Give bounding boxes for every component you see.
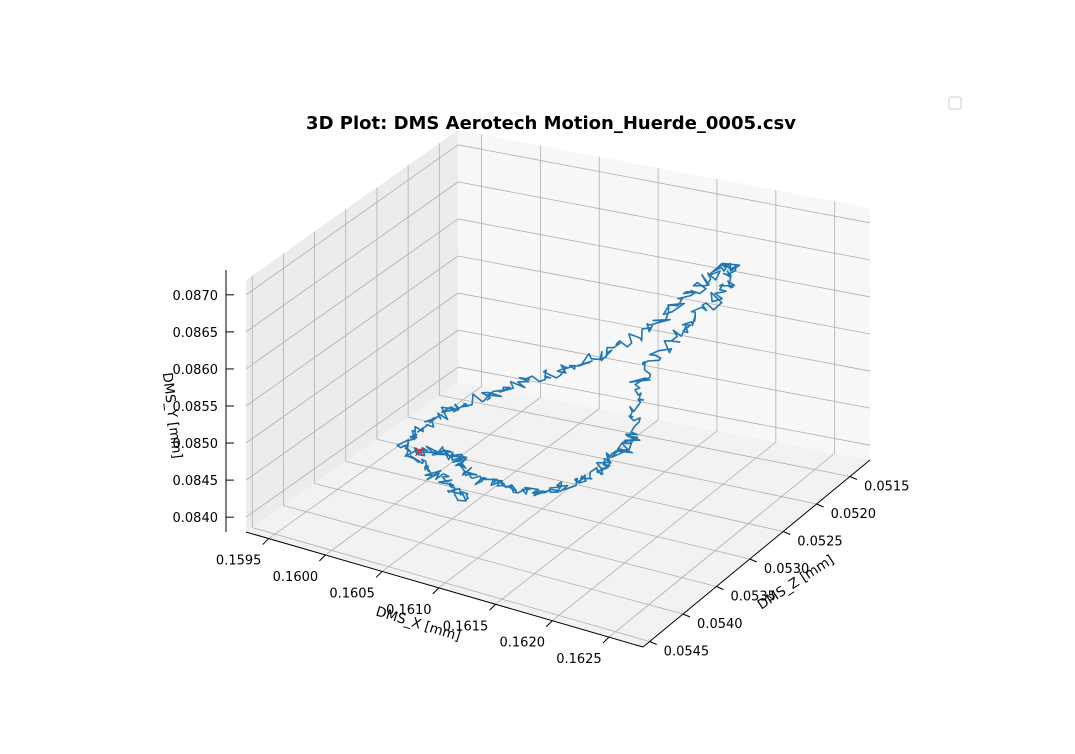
z-tick-label: 0.0515 <box>864 480 910 495</box>
x-grid-line <box>495 430 718 605</box>
z-tick-mark <box>849 476 858 480</box>
tick-labels: 0.1595 0.1600 0.1605 0.1610 0.1615 0.1620 0.16… <box>173 289 910 667</box>
start-marker-stroke <box>415 447 424 457</box>
x-tick-label: 0.1625 <box>556 652 602 667</box>
y-tick-label: 0.0850 <box>173 437 219 452</box>
z-tick-label: 0.0525 <box>797 535 843 550</box>
x-grid-line <box>438 419 659 589</box>
y-grid-line <box>245 292 459 444</box>
y-tick-label: 0.0855 <box>173 400 219 415</box>
z-axis-line <box>642 459 871 648</box>
y-grid-line <box>245 329 459 481</box>
x-axis-line <box>245 531 644 648</box>
y-grid-line <box>457 329 871 409</box>
x-tick-mark <box>545 620 553 628</box>
x-grid-line <box>381 408 600 572</box>
z-grid-line <box>252 527 650 642</box>
z-tick-mark <box>783 531 791 535</box>
z-tick-mark <box>816 503 824 508</box>
x-tick-mark <box>602 636 610 644</box>
y-grid-line <box>245 366 459 518</box>
floor-pane <box>246 382 870 647</box>
y-tick-label: 0.0865 <box>173 326 219 341</box>
y-grid-line <box>457 181 871 261</box>
y-grid-line <box>457 292 871 372</box>
z-grid-line <box>439 394 851 477</box>
z-tick-label: 0.0520 <box>831 507 877 522</box>
z-tick-mark <box>682 613 691 618</box>
x-tick-label: 0.1595 <box>216 554 262 569</box>
z-tick-mark <box>649 641 657 645</box>
x-tick-mark <box>262 538 270 545</box>
x-tick-mark <box>489 603 496 611</box>
y-grid-line <box>457 218 871 298</box>
z-grid-line <box>283 505 684 615</box>
legend-box <box>948 96 962 110</box>
x-tick-label: 0.1600 <box>273 570 319 585</box>
y-axis-label: DMS_Y [mm] <box>159 371 185 459</box>
y-grid-line <box>245 255 459 407</box>
series-line <box>396 262 741 502</box>
x-tick-label: 0.1610 <box>386 603 432 618</box>
y-grid-line <box>457 144 871 224</box>
y-tick-label: 0.0840 <box>173 511 219 526</box>
z-tick-mark <box>716 586 724 590</box>
x-tick-mark <box>375 571 383 578</box>
start-marker <box>415 447 424 457</box>
z-grid-line <box>408 416 817 505</box>
x-tick-label: 0.1620 <box>500 636 546 651</box>
axis-lines <box>225 270 871 648</box>
y-tick-label: 0.0870 <box>173 289 219 304</box>
z-tick-label: 0.0535 <box>730 590 776 605</box>
chart-title: 3D Plot: DMS Aerotech Motion_Huerde_0005… <box>306 113 796 134</box>
z-tick-label: 0.0540 <box>697 617 743 632</box>
x-tick-label: 0.1605 <box>329 586 375 601</box>
x-grid-line <box>608 453 835 638</box>
z-tick-label: 0.0545 <box>664 645 710 660</box>
y-grid-line <box>245 181 459 333</box>
z-tick-mark <box>749 558 758 563</box>
x-tick-mark <box>432 587 440 595</box>
z-grid-line <box>314 483 717 587</box>
x-tick-label: 0.1615 <box>443 619 489 634</box>
z-grid-line <box>345 461 750 560</box>
x-grid-line <box>552 441 777 622</box>
y-tick-label: 0.0860 <box>173 363 219 378</box>
y-grid-line <box>245 144 459 296</box>
z-tick-label: 0.0530 <box>764 562 810 577</box>
y-tick-label: 0.0845 <box>173 474 219 489</box>
series-layer <box>396 262 741 502</box>
x-tick-mark <box>319 554 326 562</box>
y-grid-line <box>457 255 871 335</box>
y-grid-line <box>245 218 459 370</box>
grid-lines <box>245 134 871 642</box>
